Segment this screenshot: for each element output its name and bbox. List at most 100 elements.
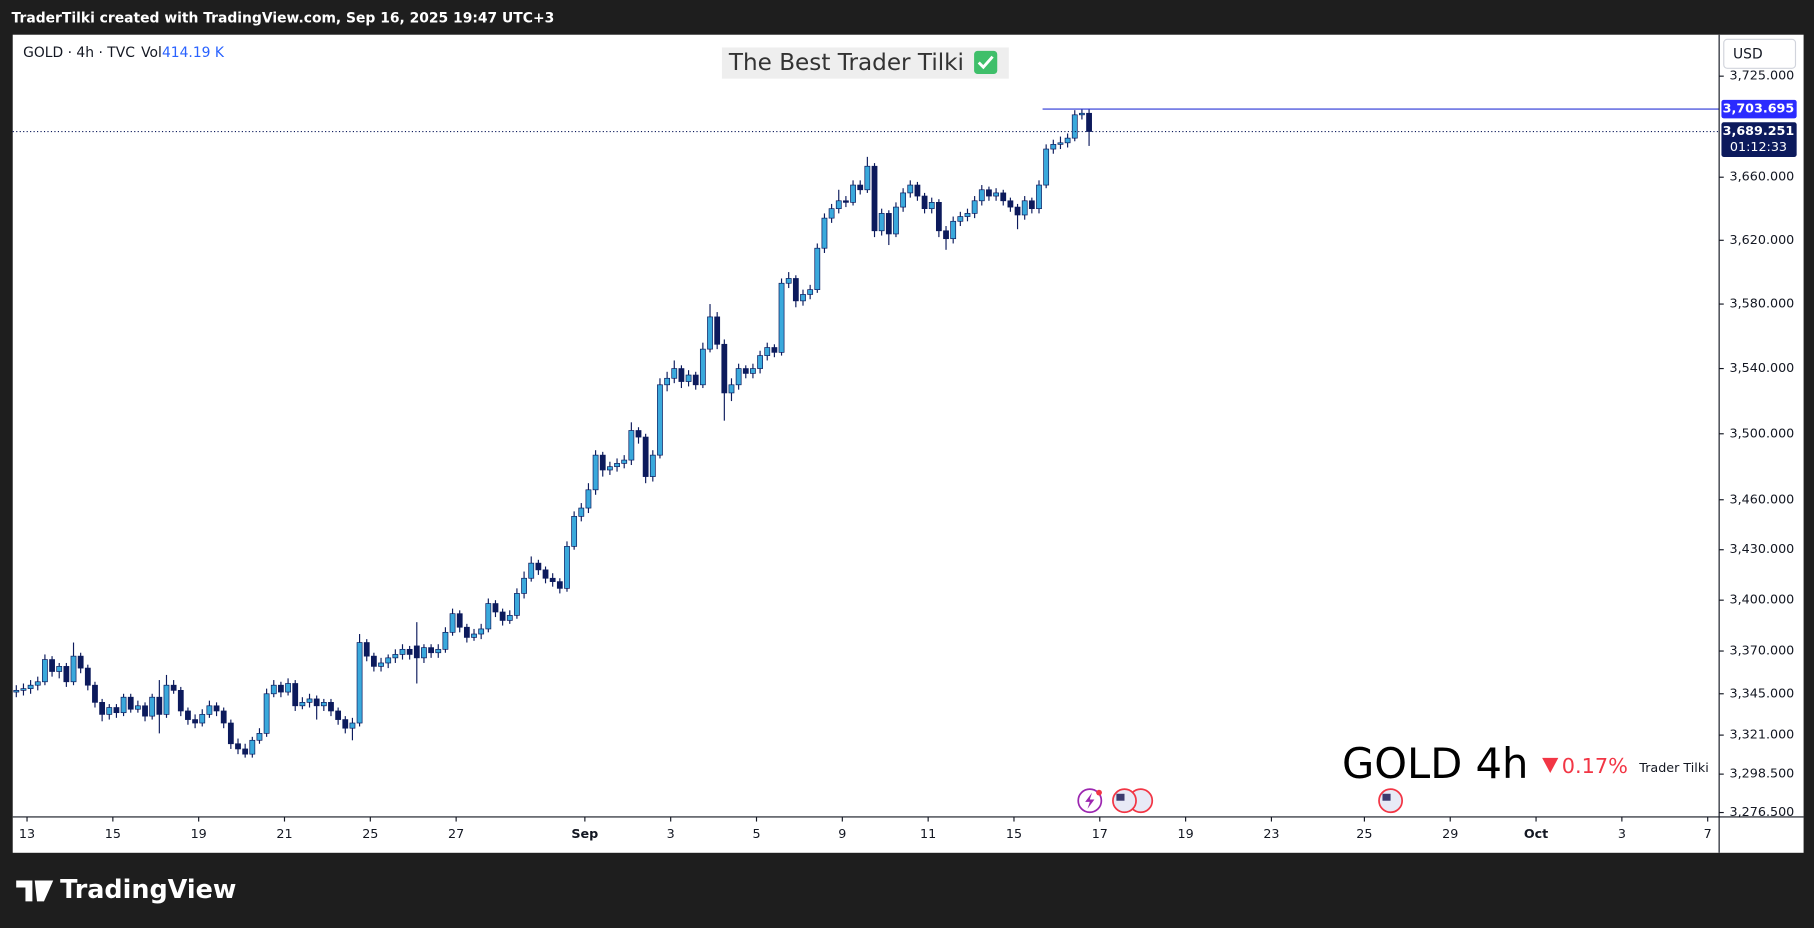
candle-body [220, 710, 227, 724]
x-tick-label: 25 [1356, 826, 1372, 841]
candle-body [120, 696, 127, 714]
x-tick-label: 5 [752, 826, 760, 841]
candle-body [607, 466, 613, 471]
candle-body [392, 654, 399, 659]
y-tick-label: 3,430.000 [1730, 541, 1795, 556]
candle-body [63, 666, 70, 683]
candle-body [921, 195, 928, 210]
x-tick-label: 7 [1704, 826, 1712, 841]
candle-body [506, 615, 513, 621]
x-tick-label: 9 [838, 826, 846, 841]
countdown: 01:12:33 [1730, 139, 1787, 154]
candle-body [585, 489, 592, 509]
event-icon[interactable] [1112, 788, 1137, 814]
candle-body [213, 705, 220, 712]
candle-body [685, 374, 692, 382]
candle-body [56, 666, 63, 672]
footer-brand[interactable]: TradingView [60, 875, 236, 905]
y-tick-label: 3,540.000 [1730, 360, 1795, 375]
candle-body [978, 189, 985, 202]
candle-body [757, 355, 763, 369]
candle-body [742, 368, 749, 374]
x-tick-label: 15 [1006, 826, 1022, 841]
candle-body [800, 294, 806, 302]
y-tick-label: 3,370.000 [1730, 643, 1795, 658]
candle-body [142, 705, 148, 717]
candle-body [70, 655, 77, 683]
candle-body [249, 739, 256, 755]
candle-body [907, 184, 914, 194]
candle-body [785, 278, 792, 284]
candle-body [1007, 200, 1014, 208]
candle-body [850, 184, 856, 203]
flag-canton [1382, 793, 1391, 801]
x-tick-label: 23 [1263, 826, 1279, 841]
candle-body [428, 647, 434, 654]
candle-body [678, 368, 685, 382]
candle-body [635, 430, 642, 438]
candle-body [542, 569, 549, 579]
candle-body [893, 206, 899, 235]
candle-body [356, 642, 363, 724]
candle-body [456, 613, 463, 628]
candle-body [1071, 114, 1078, 139]
candle-body [106, 707, 113, 715]
candle-body [99, 702, 106, 715]
change: 0.17% [1562, 754, 1628, 778]
candle-body [935, 202, 942, 232]
candle-body [843, 200, 849, 203]
currency[interactable]: USD [1733, 46, 1763, 62]
candle-body [885, 213, 892, 235]
watermark: GOLD 4h [1342, 739, 1528, 788]
down-triangle [1542, 757, 1559, 773]
x-tick-label: 13 [19, 826, 35, 841]
y-tick-label: 3,276.500 [1730, 804, 1795, 819]
candle-body [77, 655, 84, 669]
candle-body [835, 200, 842, 210]
candle-body [406, 648, 413, 655]
candle-body [328, 702, 334, 712]
candle-body [964, 213, 971, 217]
candle-body [185, 710, 191, 720]
x-tick-label: 29 [1442, 826, 1458, 841]
candle-body [370, 655, 377, 667]
candle-body [993, 192, 999, 197]
chart-title: The Best Trader Tilki [728, 50, 964, 76]
x-tick-label: 11 [920, 826, 936, 841]
last-price-label: 3,689.251 [1723, 123, 1795, 138]
candle-body [535, 562, 542, 571]
plot-area [12, 108, 1720, 758]
candle-body [986, 189, 992, 197]
candle-body [571, 516, 578, 547]
y-tick-label: 3,620.000 [1730, 232, 1795, 247]
candle-body [914, 184, 921, 197]
candle-body [84, 667, 91, 686]
candle-body [206, 705, 213, 715]
candle-body [642, 436, 649, 477]
currency-box[interactable] [1723, 38, 1797, 69]
candle-body [463, 626, 470, 638]
candle-body [528, 562, 535, 579]
candle-body [320, 702, 327, 707]
candle-body [342, 719, 349, 729]
x-tick-label: 25 [362, 826, 378, 841]
candle-body [821, 217, 828, 249]
candle-body [363, 642, 370, 657]
candle-body [235, 743, 241, 750]
event-icon[interactable] [1378, 788, 1404, 814]
candle-body [263, 693, 270, 734]
volume-value: 414.19 K [162, 45, 225, 61]
candle-body [1086, 112, 1092, 132]
candle-body [92, 684, 98, 703]
candle-body [499, 611, 506, 621]
candle-body [278, 684, 284, 693]
candle-body [199, 714, 206, 724]
candle-body [1057, 142, 1064, 145]
y-tick-label: 3,400.000 [1730, 592, 1795, 607]
candle-body [292, 683, 299, 707]
candle-body [728, 384, 735, 394]
candle-body [242, 748, 249, 755]
y-tick-label: 3,460.000 [1730, 491, 1795, 506]
candle-body [592, 454, 599, 491]
